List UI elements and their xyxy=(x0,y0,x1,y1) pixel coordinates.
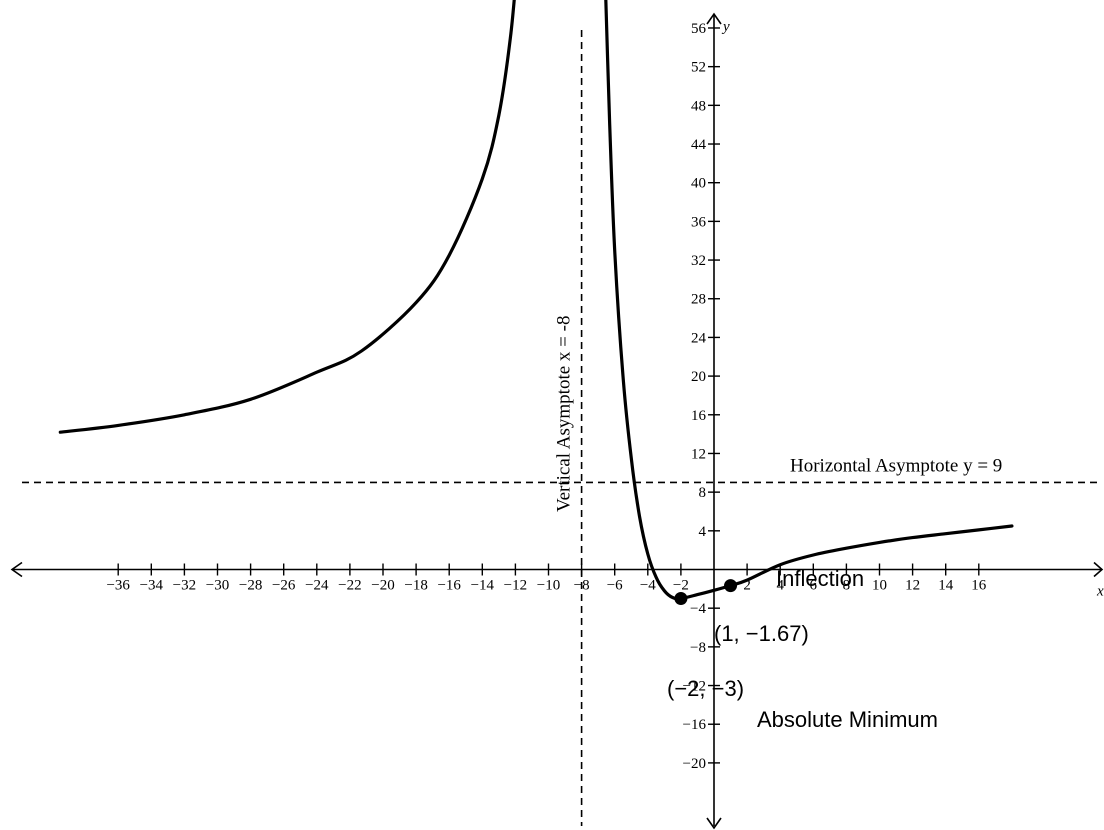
x-axis-label: x xyxy=(1096,584,1104,600)
y-tick-label: 48 xyxy=(691,98,706,114)
inflection-point-label: (1, −1.67) xyxy=(714,621,809,646)
key-points xyxy=(674,579,738,606)
y-tick-label: −8 xyxy=(690,640,706,656)
x-tick-label: −26 xyxy=(272,578,296,594)
x-tick-label: 14 xyxy=(938,578,954,594)
x-tick-label: −36 xyxy=(106,578,130,594)
y-tick-label: 28 xyxy=(691,292,706,308)
x-tick-label: 6 xyxy=(810,578,818,594)
y-tick-label: −16 xyxy=(683,717,707,733)
y-tick-label: 56 xyxy=(691,21,707,37)
x-tick-label: −8 xyxy=(574,578,590,594)
x-tick-label: −16 xyxy=(437,578,461,594)
y-tick-label: 36 xyxy=(691,214,707,230)
x-tick-label: −32 xyxy=(173,578,196,594)
minimum-note: Absolute Minimum xyxy=(757,707,938,732)
axis-ticks: −36 −34 −32 −30 −28 −26 −24 −22 −20 −18 −16 −14 −12−… xyxy=(106,21,987,772)
inflection-note: Inflection xyxy=(776,566,864,591)
x-tick-label: −20 xyxy=(371,578,394,594)
x-tick-label: −6 xyxy=(607,578,623,594)
x-tick-label: −24 xyxy=(305,578,329,594)
vertical-asymptote-label: Vertical Asymptote x = -8 xyxy=(554,316,575,512)
y-tick-label: 4 xyxy=(699,524,707,540)
x-tick-label: −18 xyxy=(404,578,427,594)
y-tick-label: −20 xyxy=(683,756,706,772)
x-tick-label: 16 xyxy=(971,578,987,594)
y-tick-label: −4 xyxy=(690,601,706,617)
x-tick-label: −14 xyxy=(471,578,495,594)
y-tick-label: 52 xyxy=(691,60,706,76)
y-tick-label: 32 xyxy=(691,253,706,269)
function-curves xyxy=(58,0,1014,601)
x-tick-label: −34 xyxy=(140,578,164,594)
x-tick-label: −28 xyxy=(239,578,262,594)
minimum-point-label: (−2, −3) xyxy=(667,676,744,701)
x-tick-label: −10 xyxy=(537,578,560,594)
x-tick-label: 10 xyxy=(872,578,887,594)
y-tick-label: 44 xyxy=(691,137,707,153)
x-tick-label: −22 xyxy=(338,578,361,594)
y-tick-label: 24 xyxy=(691,330,707,346)
x-tick-label: 12 xyxy=(905,578,920,594)
y-tick-label: 40 xyxy=(691,176,706,192)
x-axis-left-arrow xyxy=(10,561,23,578)
y-tick-label: −12 xyxy=(683,679,706,695)
x-tick-label: 8 xyxy=(843,578,851,594)
y-tick-label: 12 xyxy=(691,446,706,462)
x-tick-label: −4 xyxy=(640,578,656,594)
x-tick-label: 4 xyxy=(776,578,784,594)
inflection-point-marker xyxy=(724,579,738,593)
y-axis-label: y xyxy=(721,19,730,35)
minimum-point-marker xyxy=(674,592,688,606)
right-branch-curve xyxy=(604,0,1014,601)
x-tick-label: −2 xyxy=(673,578,689,594)
left-branch-curve xyxy=(58,0,516,434)
y-axis-top-arrow xyxy=(706,12,722,25)
y-tick-label: 20 xyxy=(691,369,706,385)
x-tick-label: 2 xyxy=(743,578,751,594)
y-tick-label: 16 xyxy=(691,408,707,424)
horizontal-asymptote-label: Horizontal Asymptote y = 9 xyxy=(790,455,1002,476)
y-axis-bottom-arrow xyxy=(706,817,722,830)
x-tick-label: −12 xyxy=(504,578,527,594)
y-tick-label: 8 xyxy=(699,485,707,501)
x-axis-right-arrow xyxy=(1093,561,1104,578)
x-tick-label: −30 xyxy=(206,578,229,594)
